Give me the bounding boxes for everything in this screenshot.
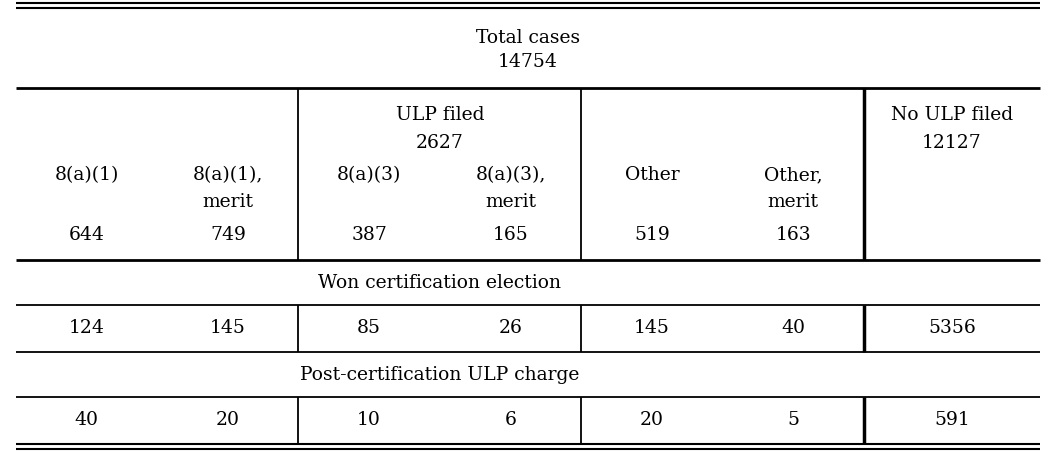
Text: 10: 10 [357,411,381,429]
Text: No ULP filed: No ULP filed [891,106,1013,124]
Text: 749: 749 [210,226,246,244]
Text: 8(a)(1),: 8(a)(1), [192,166,263,184]
Text: 5: 5 [787,411,799,429]
Text: Post-certification ULP charge: Post-certification ULP charge [300,366,580,384]
Text: 163: 163 [775,226,811,244]
Text: 145: 145 [634,319,670,337]
Text: Total cases: Total cases [476,29,580,47]
Text: 14754: 14754 [498,53,558,71]
Text: 6: 6 [505,411,516,429]
Text: merit: merit [768,193,818,211]
Text: 40: 40 [781,319,805,337]
Text: ULP filed: ULP filed [396,106,484,124]
Text: 8(a)(1): 8(a)(1) [54,166,118,184]
Text: 387: 387 [352,226,388,244]
Text: 644: 644 [69,226,105,244]
Text: 20: 20 [215,411,240,429]
Text: 124: 124 [69,319,105,337]
Text: merit: merit [485,193,536,211]
Text: 8(a)(3),: 8(a)(3), [475,166,546,184]
Text: 165: 165 [492,226,528,244]
Text: 145: 145 [210,319,246,337]
Text: 85: 85 [357,319,381,337]
Text: 20: 20 [640,411,664,429]
Text: merit: merit [203,193,253,211]
Text: Other: Other [624,166,679,184]
Text: 40: 40 [75,411,98,429]
Text: Won certification election: Won certification election [318,274,562,292]
Text: 12127: 12127 [922,134,982,152]
Text: Other,: Other, [763,166,823,184]
Text: 519: 519 [634,226,670,244]
Text: 2627: 2627 [416,134,464,152]
Text: 8(a)(3): 8(a)(3) [337,166,401,184]
Text: 5356: 5356 [928,319,976,337]
Text: 26: 26 [498,319,523,337]
Text: 591: 591 [935,411,969,429]
